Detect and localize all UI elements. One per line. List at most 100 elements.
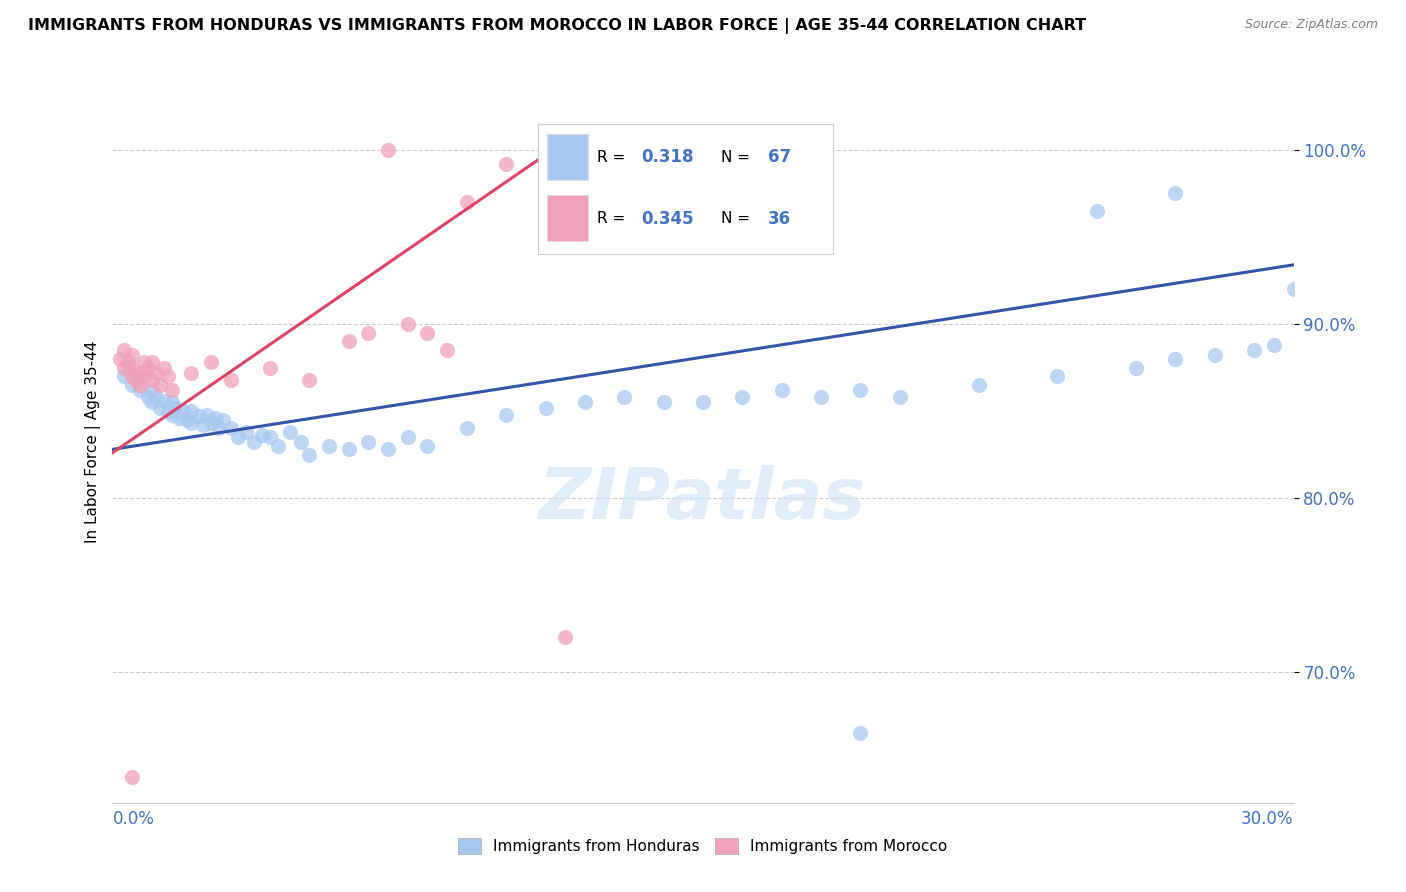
Point xyxy=(849,383,872,397)
Point xyxy=(337,334,360,349)
Point xyxy=(160,383,183,397)
Point xyxy=(160,408,183,422)
Point xyxy=(456,195,478,210)
Point xyxy=(228,430,250,444)
Point xyxy=(613,390,636,404)
Point xyxy=(141,383,163,397)
Point xyxy=(180,404,202,418)
Point xyxy=(219,373,242,387)
Point xyxy=(436,343,458,358)
Point xyxy=(141,373,163,387)
Text: Source: ZipAtlas.com: Source: ZipAtlas.com xyxy=(1244,18,1378,31)
Point xyxy=(235,425,257,439)
Point xyxy=(849,726,872,740)
Point xyxy=(574,395,596,409)
Point xyxy=(112,343,135,358)
Point xyxy=(889,390,911,404)
Point xyxy=(195,408,218,422)
Point xyxy=(125,373,148,387)
Text: 30.0%: 30.0% xyxy=(1241,810,1294,828)
Point xyxy=(169,411,191,425)
Text: 0.0%: 0.0% xyxy=(112,810,155,828)
Point xyxy=(121,369,143,384)
Point xyxy=(259,360,281,375)
Point xyxy=(495,408,517,422)
Point xyxy=(416,326,439,340)
Point xyxy=(180,366,202,380)
Point xyxy=(377,442,399,457)
Point xyxy=(117,355,139,369)
Point xyxy=(156,369,179,384)
Point xyxy=(731,390,754,404)
Point xyxy=(211,413,233,427)
Point xyxy=(1243,343,1265,358)
Point xyxy=(456,421,478,435)
Point xyxy=(180,417,202,431)
Point xyxy=(110,351,132,366)
Point xyxy=(200,355,222,369)
Point xyxy=(152,360,174,375)
Point xyxy=(117,360,139,375)
Point xyxy=(129,378,152,392)
Legend: Immigrants from Honduras, Immigrants from Morocco: Immigrants from Honduras, Immigrants fro… xyxy=(453,832,953,860)
Point xyxy=(298,448,321,462)
Point xyxy=(1125,360,1147,375)
Point xyxy=(145,366,167,380)
Point xyxy=(416,439,439,453)
Point xyxy=(136,390,159,404)
Point xyxy=(243,435,266,450)
Point xyxy=(1046,369,1069,384)
Point xyxy=(318,439,340,453)
Point xyxy=(129,383,152,397)
Point xyxy=(278,425,301,439)
Point xyxy=(357,326,380,340)
Point xyxy=(129,366,152,380)
Point xyxy=(1164,351,1187,366)
Point xyxy=(652,395,675,409)
Point xyxy=(810,390,832,404)
Point xyxy=(1085,203,1108,218)
Point xyxy=(132,369,155,384)
Point xyxy=(267,439,290,453)
Point xyxy=(121,360,143,375)
Point xyxy=(396,430,419,444)
Point xyxy=(121,770,143,784)
Point xyxy=(112,369,135,384)
Y-axis label: In Labor Force | Age 35-44: In Labor Force | Age 35-44 xyxy=(86,341,101,542)
Point xyxy=(176,413,198,427)
Point xyxy=(112,360,135,375)
Point xyxy=(219,421,242,435)
Point xyxy=(191,417,214,432)
Point xyxy=(204,411,226,425)
Text: ZIPatlas: ZIPatlas xyxy=(540,465,866,533)
Point xyxy=(692,395,714,409)
Point xyxy=(160,395,183,409)
Point xyxy=(145,390,167,404)
Point xyxy=(121,348,143,362)
Point xyxy=(967,378,990,392)
Text: IMMIGRANTS FROM HONDURAS VS IMMIGRANTS FROM MOROCCO IN LABOR FORCE | AGE 35-44 C: IMMIGRANTS FROM HONDURAS VS IMMIGRANTS F… xyxy=(28,18,1087,34)
Point xyxy=(121,378,143,392)
Point xyxy=(495,157,517,171)
Point xyxy=(534,146,557,161)
Point xyxy=(141,395,163,409)
Point xyxy=(152,393,174,408)
Point xyxy=(770,383,793,397)
Point xyxy=(298,373,321,387)
Point xyxy=(290,435,312,450)
Point xyxy=(200,417,222,431)
Point xyxy=(132,369,155,384)
Point xyxy=(165,401,187,415)
Point xyxy=(377,143,399,157)
Point xyxy=(1164,186,1187,201)
Point xyxy=(136,360,159,375)
Point xyxy=(149,378,172,392)
Point xyxy=(149,401,172,415)
Point xyxy=(250,428,273,442)
Point xyxy=(1204,348,1226,362)
Point xyxy=(1263,338,1285,352)
Point xyxy=(337,442,360,457)
Point xyxy=(132,355,155,369)
Point xyxy=(259,430,281,444)
Point xyxy=(1282,282,1305,296)
